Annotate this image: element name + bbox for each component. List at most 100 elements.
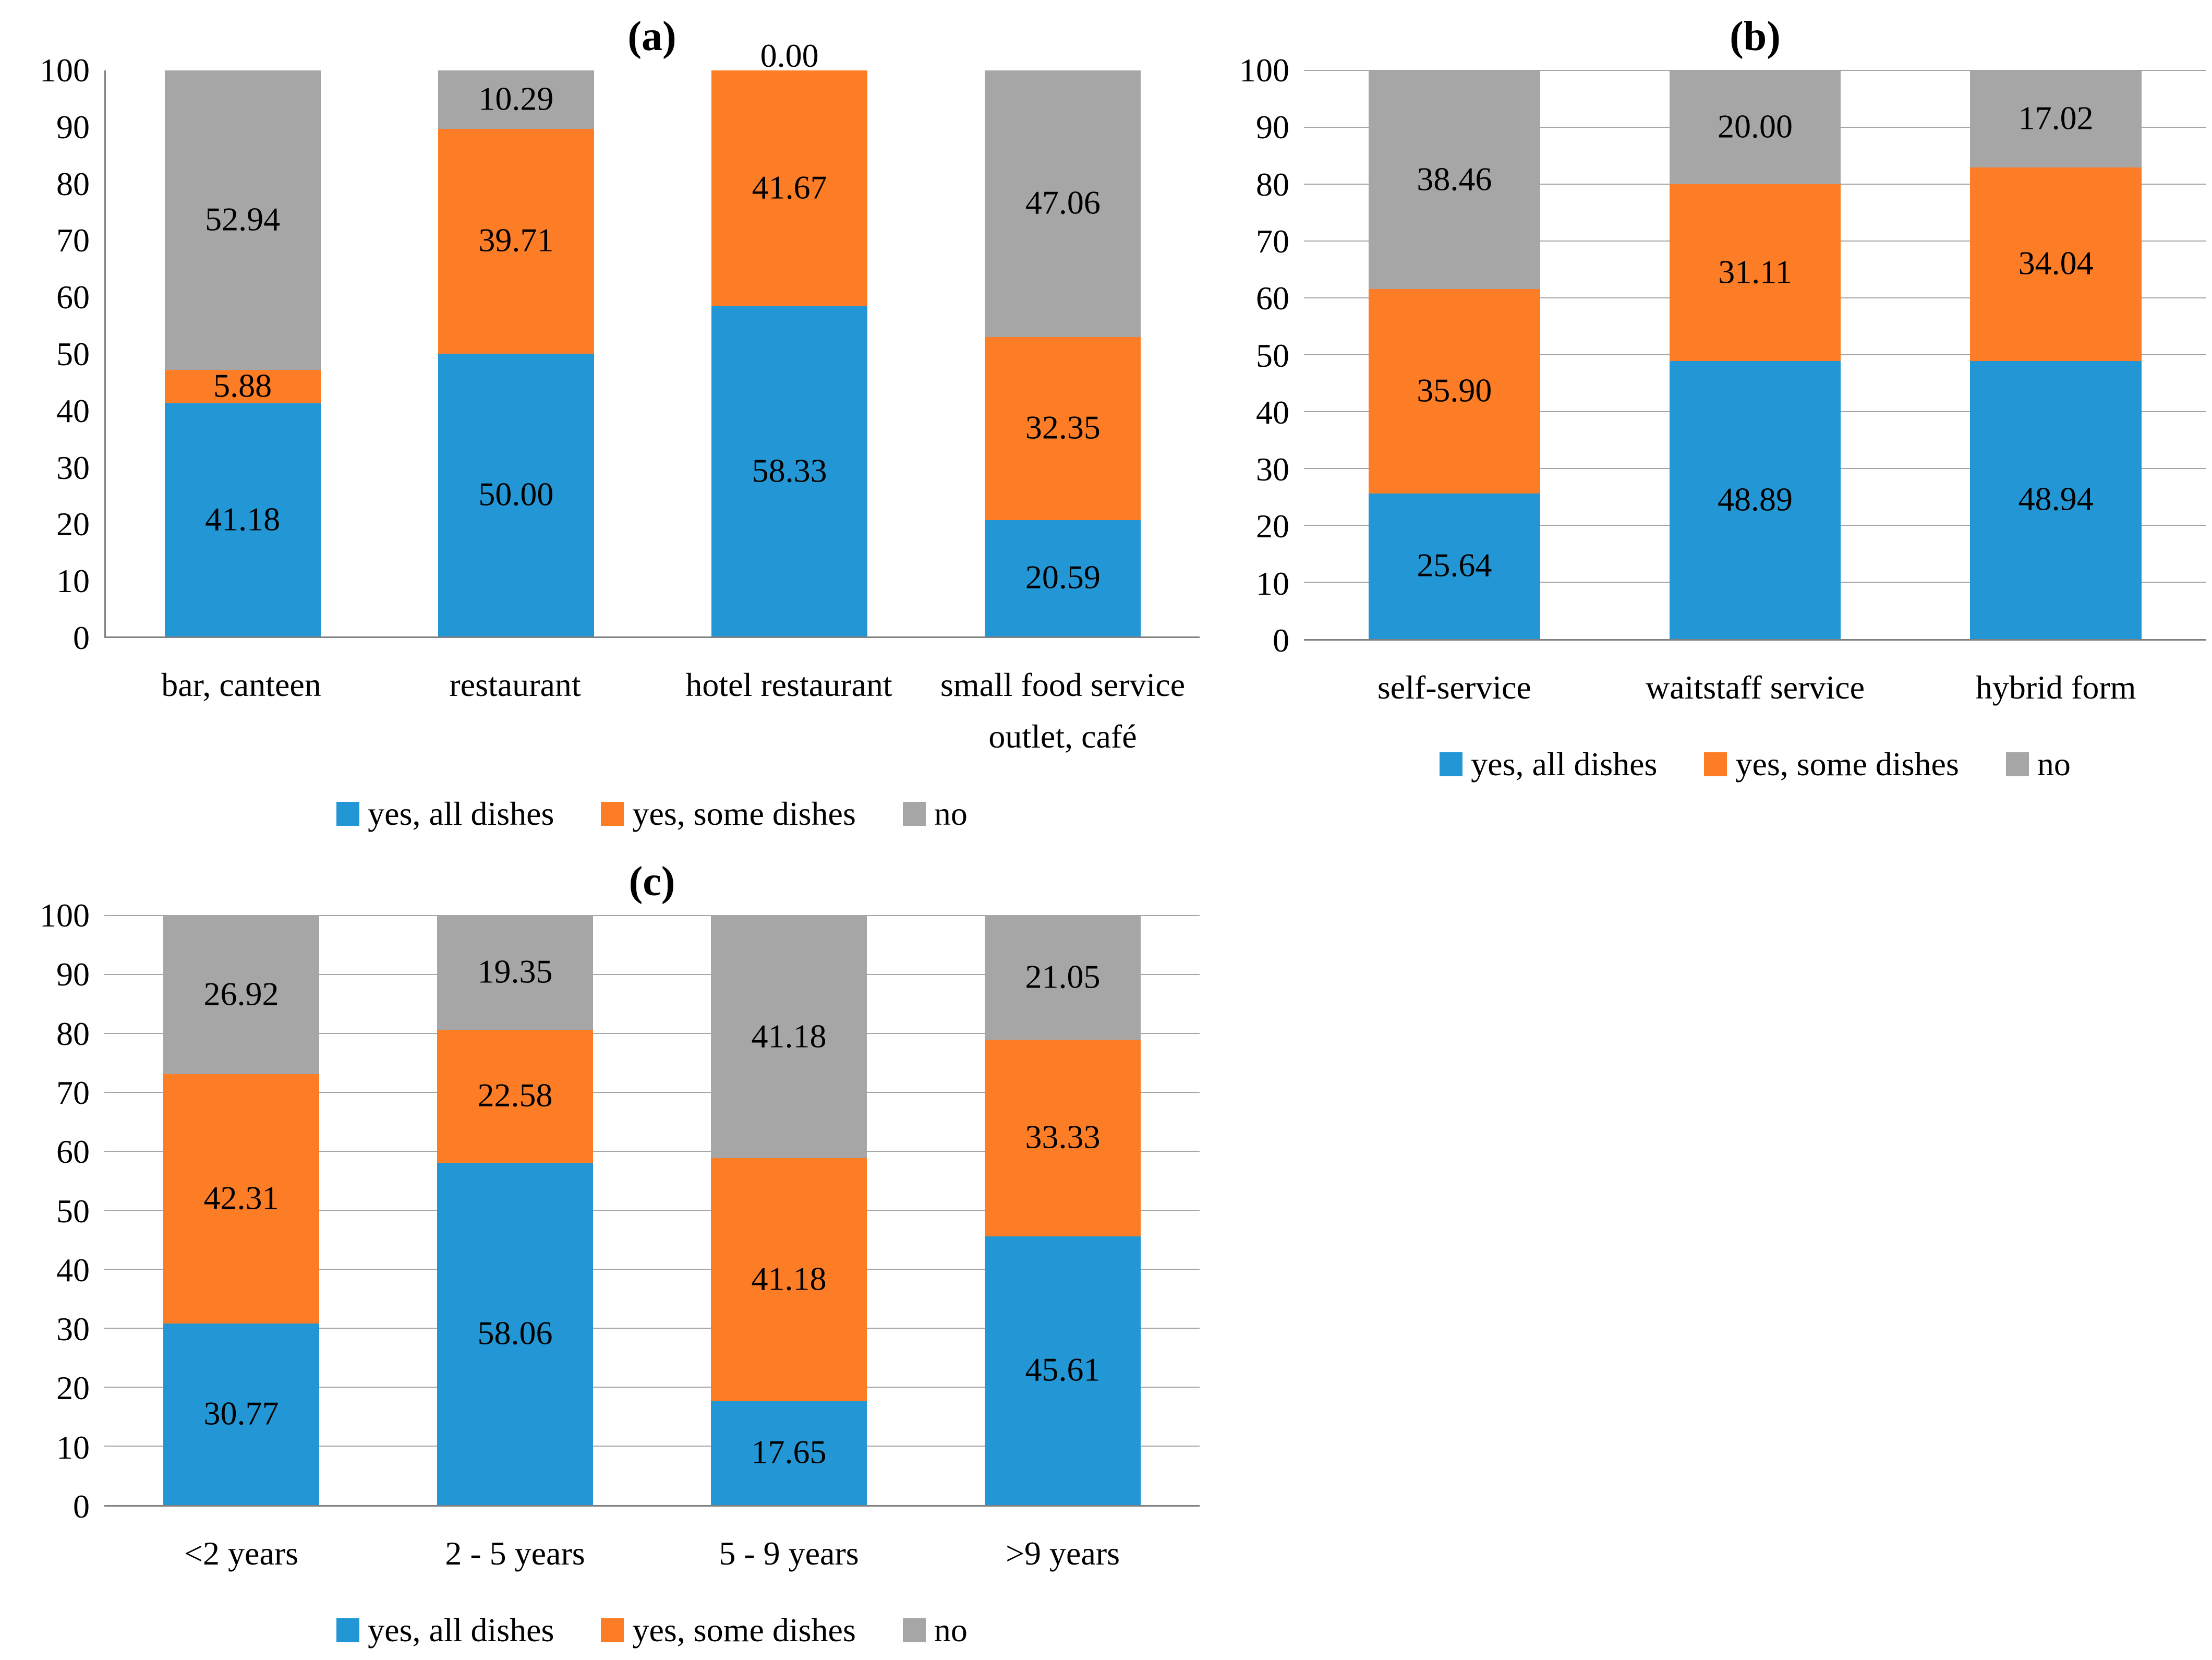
legend-swatch bbox=[1440, 752, 1463, 776]
legend-label: yes, some dishes bbox=[632, 1611, 856, 1649]
bar-value-label: 42.31 bbox=[203, 1179, 279, 1217]
bar-segment: 41.18 bbox=[710, 915, 867, 1159]
legend-swatch bbox=[1704, 752, 1727, 776]
bar-segment: 26.92 bbox=[163, 916, 320, 1075]
bar-segment: 35.90 bbox=[1368, 289, 1540, 494]
gridline bbox=[104, 1210, 1200, 1211]
bar-segment: 45.61 bbox=[984, 1236, 1141, 1505]
bar-slot: 30.77 42.31 26.92 bbox=[104, 916, 378, 1505]
x-axis-category-label: small food service outlet, café bbox=[940, 666, 1186, 755]
bar-value-label: 48.94 bbox=[2018, 480, 2094, 518]
x-axis-category-label: 2 - 5 years bbox=[445, 1535, 585, 1572]
bar-value-label: 47.06 bbox=[1025, 184, 1101, 221]
y-axis-tick-label: 10 bbox=[56, 1428, 90, 1466]
y-axis-tick-label: 80 bbox=[56, 1015, 90, 1052]
gridline bbox=[104, 1328, 1200, 1329]
y-axis-tick-label: 90 bbox=[1256, 109, 1289, 146]
bar-value-label: 5.88 bbox=[213, 367, 272, 404]
x-axis-category-label: >9 years bbox=[1005, 1535, 1120, 1572]
legend-item: no bbox=[2005, 745, 2071, 784]
bar-slot: 20.59 32.35 47.06 bbox=[926, 70, 1200, 636]
stacked-bar: 58.06 22.58 19.35 bbox=[437, 916, 594, 1505]
bar-segment: 48.89 bbox=[1669, 361, 1841, 639]
chart-a-section: (a) 0 10 20 30 40 50 60 70 80 90 100 41.18 5.88 52.9… bbox=[16, 8, 1200, 833]
y-axis-tick-label: 80 bbox=[56, 165, 90, 202]
x-axis-category-label: hybrid form bbox=[1975, 669, 2136, 706]
y-axis-tick-label: 100 bbox=[1239, 52, 1289, 89]
chart-c-plot-area: 30.77 42.31 26.92 58.06 22.58 19.35 17.65 41.18… bbox=[104, 915, 1200, 1507]
chart-b-legend: yes, all dishes yes, some dishes no bbox=[1215, 745, 2206, 784]
bar-value-label: 41.18 bbox=[751, 1260, 827, 1297]
legend-swatch bbox=[601, 802, 624, 826]
legend-swatch bbox=[2005, 752, 2029, 776]
gridline bbox=[1304, 70, 2206, 71]
y-axis-tick-label: 20 bbox=[1256, 508, 1289, 545]
chart-c-title: (c) bbox=[628, 859, 675, 905]
gridline bbox=[104, 1387, 1200, 1388]
y-axis-tick-label: 90 bbox=[56, 956, 90, 993]
y-axis-tick-label: 20 bbox=[56, 506, 90, 543]
stacked-bar: 41.18 5.88 52.94 bbox=[164, 70, 321, 636]
chart-a-title: (a) bbox=[627, 14, 676, 59]
chart-a-x-axis-labels: bar, canteen restaurant hotel restaurant sm… bbox=[16, 659, 1200, 774]
legend-swatch bbox=[902, 802, 926, 826]
chart-c-x-axis-labels: <2 years 2 - 5 years 5 - 9 years >9 years bbox=[16, 1527, 1200, 1590]
bar-segment: 21.05 bbox=[984, 916, 1141, 1040]
y-axis-tick-label: 60 bbox=[56, 279, 90, 316]
stacked-bar: 30.77 42.31 26.92 bbox=[163, 916, 320, 1505]
bar-value-label: 58.33 bbox=[752, 452, 827, 489]
legend-label: yes, all dishes bbox=[368, 1611, 554, 1649]
stacked-bar: 48.94 34.04 17.02 bbox=[1970, 70, 2142, 639]
bar-value-label: 41.18 bbox=[751, 1017, 827, 1055]
legend-label: no bbox=[934, 1611, 968, 1649]
x-axis-category-label: self-service bbox=[1377, 669, 1531, 706]
stacked-bar: 17.65 41.18 41.18 bbox=[710, 915, 867, 1505]
gridline bbox=[104, 1151, 1200, 1152]
y-axis-tick-label: 40 bbox=[56, 1251, 90, 1289]
y-axis-tick-label: 10 bbox=[56, 562, 90, 600]
bar-segment: 50.00 bbox=[438, 353, 594, 636]
bar-segment: 41.67 bbox=[711, 70, 868, 307]
y-axis-tick-label: 0 bbox=[1273, 622, 1289, 659]
bar-value-label: 58.06 bbox=[477, 1314, 553, 1352]
bar-slot: 50.00 39.71 10.29 bbox=[379, 70, 652, 636]
bar-slot: 25.64 35.90 38.46 bbox=[1304, 70, 1605, 639]
gridline bbox=[104, 974, 1200, 975]
bar-value-label: 20.59 bbox=[1025, 558, 1101, 596]
y-axis-tick-label: 0 bbox=[73, 619, 90, 656]
bar-slot: 58.06 22.58 19.35 bbox=[378, 916, 652, 1505]
stacked-bar: 50.00 39.71 10.29 bbox=[438, 70, 594, 636]
y-axis-tick-label: 90 bbox=[56, 108, 90, 146]
legend-label: no bbox=[934, 795, 968, 832]
bar-segment: 17.65 bbox=[710, 1401, 867, 1505]
bar-value-label: 25.64 bbox=[1417, 546, 1492, 584]
gridline bbox=[104, 1269, 1200, 1270]
bar-segment: 20.59 bbox=[985, 520, 1141, 636]
y-axis-tick-label: 30 bbox=[1256, 451, 1289, 488]
y-axis-tick-label: 60 bbox=[1256, 280, 1289, 317]
legend-label: yes, all dishes bbox=[1471, 745, 1658, 783]
bar-value-label: 26.92 bbox=[203, 975, 279, 1013]
bar-value-label: 22.58 bbox=[477, 1076, 553, 1114]
bar-value-label: 48.89 bbox=[1718, 480, 1793, 518]
legend-item: yes, all dishes bbox=[336, 795, 554, 833]
x-axis-category-label: hotel restaurant bbox=[685, 666, 892, 703]
y-axis-tick-label: 80 bbox=[1256, 165, 1289, 203]
stacked-bar: 58.33 41.67 0.00 bbox=[711, 37, 868, 636]
bar-segment: 42.31 bbox=[163, 1074, 320, 1324]
bar-segment: 10.29 bbox=[438, 70, 594, 129]
bar-value-label: 20.00 bbox=[1718, 107, 1793, 145]
y-axis-tick-label: 30 bbox=[56, 449, 90, 486]
y-axis-tick-label: 70 bbox=[1256, 222, 1289, 260]
chart-b-y-axis: 0 10 20 30 40 50 60 70 80 90 100 bbox=[1215, 52, 1304, 659]
y-axis-tick-label: 70 bbox=[56, 1074, 90, 1111]
chart-c-legend: yes, all dishes yes, some dishes no bbox=[16, 1611, 1200, 1650]
bar-segment: 58.06 bbox=[437, 1162, 594, 1505]
y-axis-tick-label: 50 bbox=[56, 335, 90, 372]
bar-segment: 48.94 bbox=[1970, 360, 2142, 639]
bar-segment: 30.77 bbox=[163, 1324, 320, 1505]
bar-value-label: 34.04 bbox=[2018, 244, 2094, 282]
legend-item: yes, all dishes bbox=[1440, 745, 1657, 784]
bar-slot: 17.65 41.18 41.18 bbox=[652, 915, 926, 1505]
y-axis-tick-label: 50 bbox=[56, 1192, 90, 1230]
